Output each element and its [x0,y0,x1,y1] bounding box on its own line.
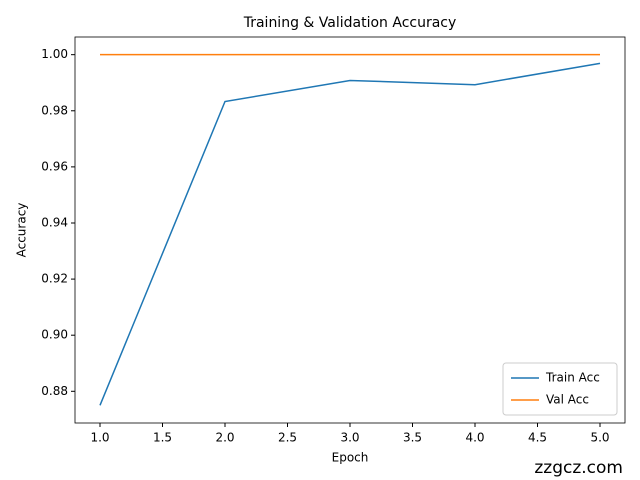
x-tick-label: 3.5 [403,431,422,445]
y-tick-label: 0.96 [41,159,68,173]
watermark: zzgcz.com [534,458,623,478]
y-tick-label: 0.92 [41,272,68,286]
y-tick-label: 0.90 [41,328,68,342]
plot-frame [74,36,626,424]
legend-label: Train Acc [545,371,600,385]
x-tick-label: 1.5 [153,431,172,445]
y-tick-label: 0.88 [41,384,68,398]
y-tick-label: 1.00 [41,47,68,61]
x-axis-label: Epoch [332,451,369,465]
x-tick-label: 4.0 [465,431,484,445]
legend-label: Val Acc [546,393,589,407]
legend-box [502,362,618,416]
x-tick-label: 4.5 [528,431,547,445]
line [99,62,601,406]
y-tick-label: 0.98 [41,103,68,117]
x-tick-label: 2.5 [278,431,297,445]
x-tick-label: 2.0 [215,431,234,445]
chart-title: Training & Validation Accuracy [243,15,457,31]
x-tick-label: 1.0 [90,431,109,445]
y-tick-label: 0.94 [41,215,68,229]
y-axis-label: Accuracy [15,203,29,258]
x-tick-label: 3.0 [340,431,359,445]
x-tick-label: 5.0 [590,431,609,445]
